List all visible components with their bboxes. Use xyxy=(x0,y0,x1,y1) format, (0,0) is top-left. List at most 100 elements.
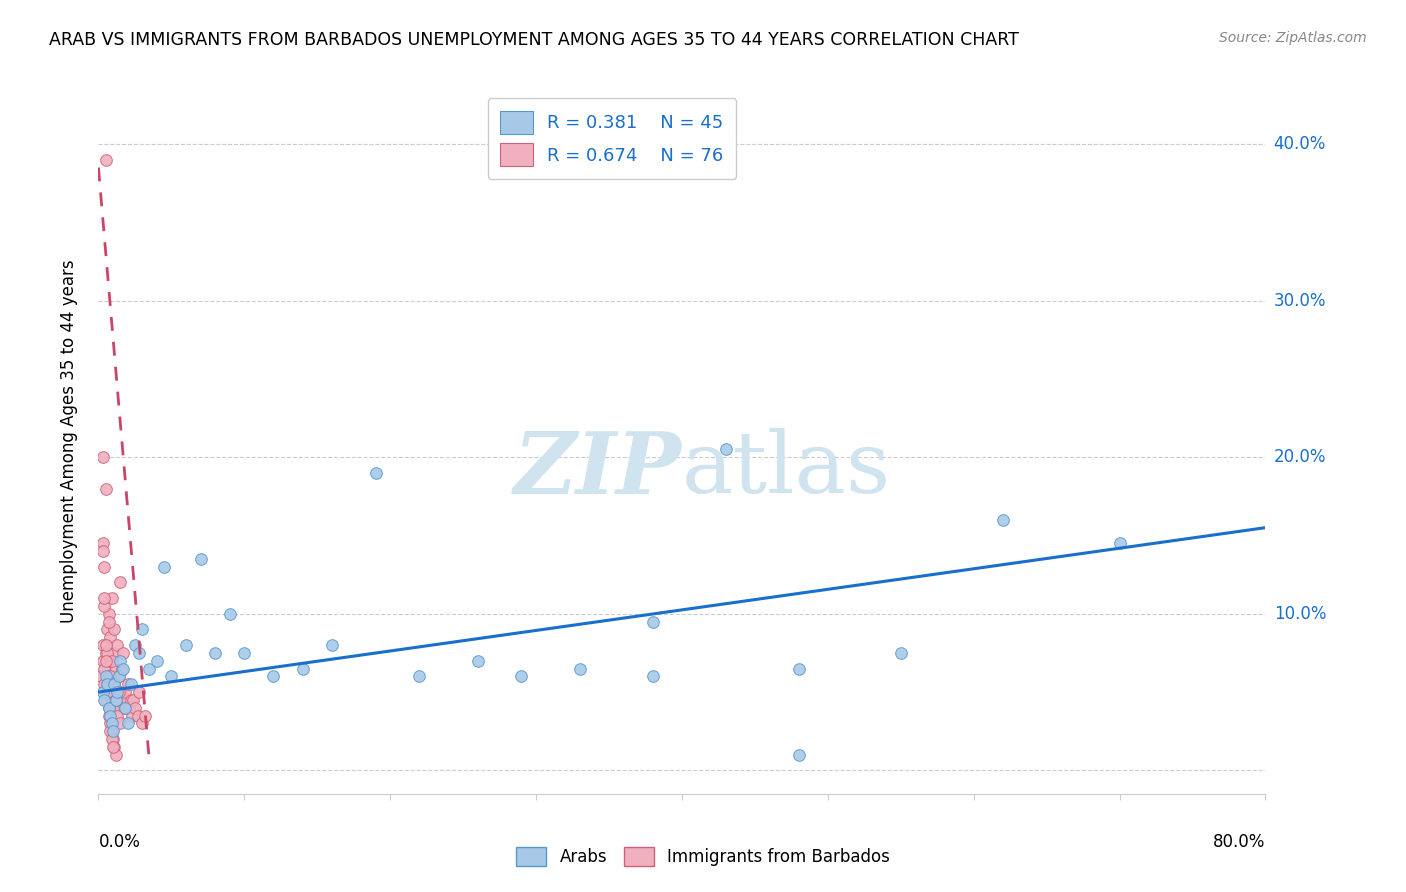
Point xyxy=(98,669,121,683)
Point xyxy=(117,677,139,691)
Point xyxy=(510,669,533,683)
Legend: R = 0.381    N = 45, R = 0.674    N = 76: R = 0.381 N = 45, R = 0.674 N = 76 xyxy=(488,98,737,179)
Point xyxy=(111,662,134,676)
Point xyxy=(98,677,121,691)
Point xyxy=(120,677,142,691)
Point xyxy=(96,685,118,699)
Text: 0.0%: 0.0% xyxy=(98,833,141,851)
Point xyxy=(94,153,117,167)
Point xyxy=(787,747,810,762)
Point xyxy=(104,747,127,762)
Point xyxy=(100,591,122,606)
Point xyxy=(233,646,256,660)
Point xyxy=(641,669,664,683)
Text: 20.0%: 20.0% xyxy=(1274,448,1326,467)
Point xyxy=(98,654,121,668)
Point xyxy=(153,559,176,574)
Point xyxy=(101,724,124,739)
Point xyxy=(108,693,131,707)
Point xyxy=(364,466,387,480)
Point xyxy=(131,716,153,731)
Text: 30.0%: 30.0% xyxy=(1274,292,1326,310)
Point xyxy=(96,677,118,691)
Point xyxy=(97,669,120,683)
Point xyxy=(91,654,114,668)
Point xyxy=(321,638,343,652)
Point xyxy=(104,693,127,707)
Text: 10.0%: 10.0% xyxy=(1274,605,1326,623)
Point xyxy=(112,662,135,676)
Point xyxy=(93,591,115,606)
Point xyxy=(103,623,125,637)
Point xyxy=(1108,536,1130,550)
Text: ZIP: ZIP xyxy=(515,428,682,511)
Text: Source: ZipAtlas.com: Source: ZipAtlas.com xyxy=(1219,31,1367,45)
Y-axis label: Unemployment Among Ages 35 to 44 years: Unemployment Among Ages 35 to 44 years xyxy=(59,260,77,624)
Point xyxy=(96,677,118,691)
Point xyxy=(714,442,737,457)
Point xyxy=(93,559,115,574)
Point xyxy=(108,669,131,683)
Point xyxy=(120,693,142,707)
Point xyxy=(97,708,120,723)
Point xyxy=(94,646,117,660)
Point xyxy=(94,654,117,668)
Point xyxy=(114,700,136,714)
Point xyxy=(105,638,128,652)
Point xyxy=(108,669,131,683)
Point xyxy=(641,615,664,629)
Point xyxy=(160,669,183,683)
Point xyxy=(101,732,124,747)
Text: ARAB VS IMMIGRANTS FROM BARBADOS UNEMPLOYMENT AMONG AGES 35 TO 44 YEARS CORRELAT: ARAB VS IMMIGRANTS FROM BARBADOS UNEMPLO… xyxy=(49,31,1019,49)
Point xyxy=(104,693,127,707)
Point xyxy=(97,700,120,714)
Point xyxy=(110,654,132,668)
Point xyxy=(98,724,121,739)
Point xyxy=(101,685,124,699)
Point xyxy=(100,693,122,707)
Point xyxy=(408,669,430,683)
Point xyxy=(110,685,132,699)
Point xyxy=(112,693,135,707)
Point xyxy=(100,724,122,739)
Point xyxy=(103,646,125,660)
Point xyxy=(124,638,146,652)
Point xyxy=(114,685,136,699)
Point xyxy=(90,669,112,683)
Point xyxy=(101,669,124,683)
Point xyxy=(97,700,120,714)
Point xyxy=(134,708,156,723)
Point xyxy=(105,685,128,699)
Point xyxy=(117,716,139,731)
Point xyxy=(110,575,132,590)
Point xyxy=(98,716,121,731)
Point xyxy=(96,646,118,660)
Point xyxy=(100,732,122,747)
Point xyxy=(128,685,150,699)
Point xyxy=(100,654,122,668)
Point xyxy=(101,739,124,754)
Point xyxy=(787,662,810,676)
Point xyxy=(96,685,118,699)
Point xyxy=(105,708,128,723)
Point xyxy=(122,693,145,707)
Point xyxy=(262,669,284,683)
Text: atlas: atlas xyxy=(682,428,891,511)
Point xyxy=(101,700,124,714)
Point xyxy=(98,708,121,723)
Point xyxy=(128,646,150,660)
Point xyxy=(890,646,912,660)
Point xyxy=(91,638,114,652)
Point xyxy=(118,700,141,714)
Point xyxy=(204,646,226,660)
Point xyxy=(124,700,146,714)
Point xyxy=(91,685,114,699)
Point xyxy=(127,708,149,723)
Point xyxy=(291,662,314,676)
Point xyxy=(94,693,117,707)
Point xyxy=(110,716,132,731)
Point xyxy=(104,662,127,676)
Point xyxy=(93,662,115,676)
Point xyxy=(93,693,115,707)
Point xyxy=(218,607,240,621)
